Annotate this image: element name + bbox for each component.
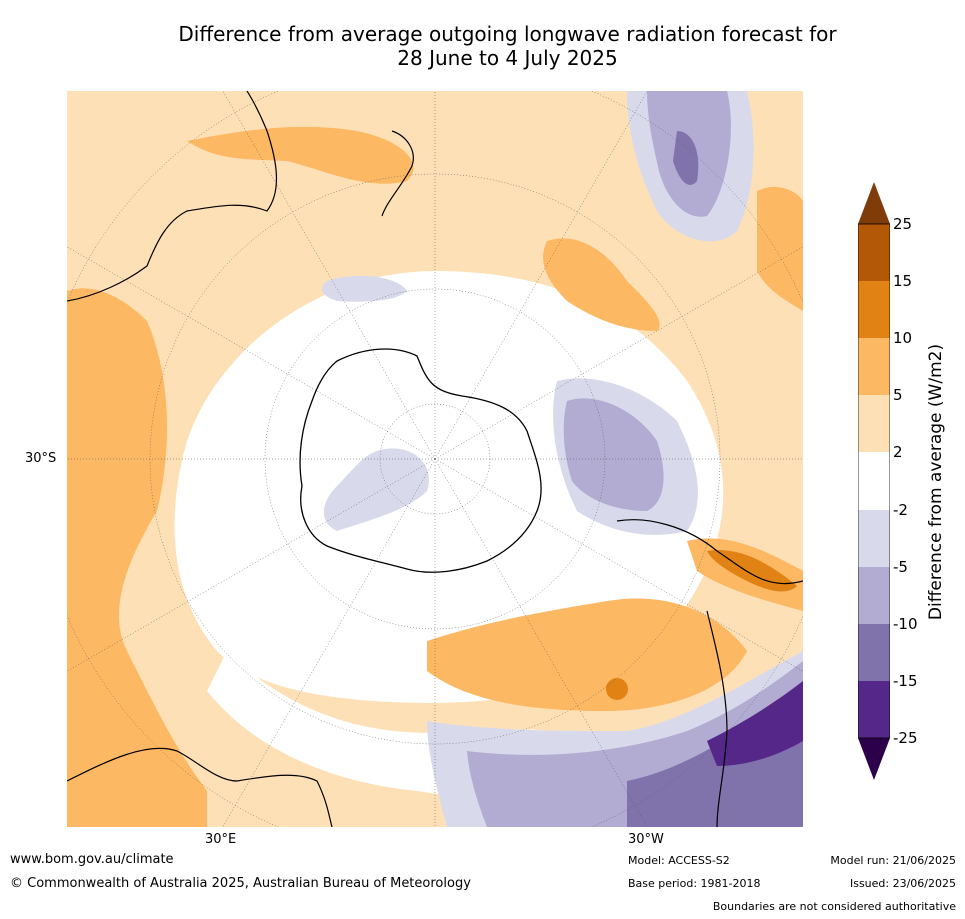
antarctica-coastline [299, 348, 542, 573]
longitude-label-30w: 30°W [628, 832, 664, 847]
colorbar-tick: 2 [893, 443, 903, 461]
colorbar-bin-neutral [858, 452, 890, 510]
negative-patch-north-strong [673, 131, 699, 185]
colorbar-tick: -2 [893, 501, 908, 519]
title-line-2: 28 June to 4 July 2025 [397, 46, 618, 70]
negative-patch-centre [321, 275, 407, 302]
polar-map [67, 91, 803, 827]
colorbar-bin-m15-m10 [858, 624, 890, 681]
base-period: Base period: 1981-2018 [628, 877, 761, 890]
negative-patch-east-core [563, 398, 664, 511]
colorbar-tick: 25 [893, 215, 913, 233]
positive-patch-west [67, 288, 207, 827]
model-name: Model: ACCESS-S2 [628, 854, 730, 867]
colorbar-bin-m25-m15 [858, 681, 890, 738]
colorbar-tick: 5 [893, 386, 903, 404]
colorbar-title-text: Difference from average (W/m2) [926, 343, 946, 621]
boundary-disclaimer: Boundaries are not considered authoritat… [712, 900, 956, 913]
negative-band-south-extreme [707, 681, 803, 766]
chart-title: Difference from average outgoing longwav… [120, 22, 895, 70]
colorbar-bin-m5-m2 [858, 510, 890, 567]
colorbar-bin-10-15 [858, 281, 890, 338]
positive-patch-north [187, 126, 414, 184]
strong-positive-patch [707, 550, 797, 592]
colorbar-bin-2-5 [858, 395, 890, 452]
colorbar-bottom-extension [858, 738, 890, 780]
model-run-date: Model run: 21/06/2025 [830, 854, 956, 867]
positive-patch-ne [543, 238, 660, 331]
colorbar-tick: -25 [893, 729, 918, 747]
colorbar-tick: -10 [893, 615, 918, 633]
title-line-1: Difference from average outgoing longwav… [178, 22, 837, 46]
colorbar-bin-m10-m5 [858, 567, 890, 624]
longitude-label-30e: 30°E [205, 832, 237, 847]
strong-positive-spot [606, 678, 628, 700]
colorbar [858, 182, 890, 780]
copyright-notice: © Commonwealth of Australia 2025, Austra… [10, 876, 471, 891]
colorbar-tick: -15 [893, 672, 918, 690]
positive-patch-south [427, 598, 747, 711]
colorbar-top-extension [858, 182, 890, 224]
colorbar-tick: 10 [893, 329, 913, 347]
grid-lines [67, 91, 803, 827]
latitude-label-30s: 30°S [25, 451, 57, 466]
website-link[interactable]: www.bom.gov.au/climate [10, 852, 174, 867]
colorbar-bin-15-25 [858, 224, 890, 281]
colorbar-tick: 15 [893, 272, 913, 290]
new-zealand-coastline [381, 130, 414, 217]
australia-coastline [67, 91, 277, 302]
issued-date: Issued: 23/06/2025 [849, 877, 956, 890]
positive-patch-east [757, 186, 803, 311]
africa-coastline [67, 747, 333, 827]
negative-patch-pole [323, 448, 429, 531]
south-america-coastline [616, 519, 803, 827]
colorbar-tick: -5 [893, 558, 908, 576]
colorbar-bin-5-10 [858, 338, 890, 395]
